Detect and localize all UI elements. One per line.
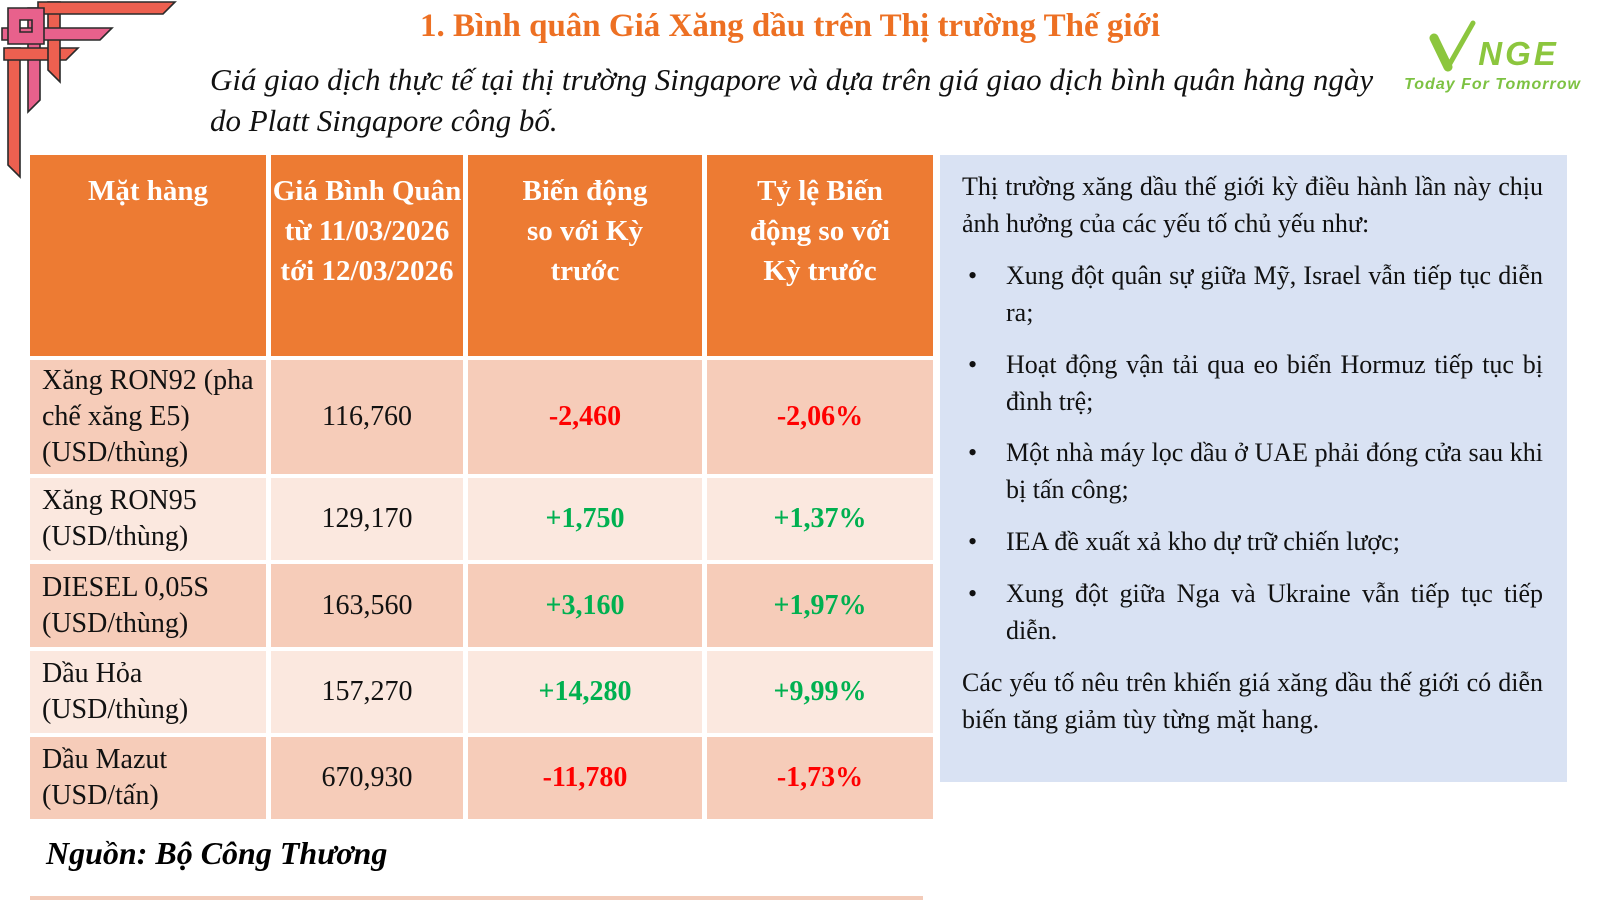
bullet-text: IEA đề xuất xả kho dự trữ chiến lược;: [1006, 527, 1400, 557]
source-note: Nguồn: Bộ Công Thương: [46, 835, 388, 871]
change-cell: +3,160: [468, 564, 702, 647]
header-cell-change: Biến động so với Kỳ trước: [468, 155, 702, 356]
bullet-marker: •: [968, 260, 978, 290]
bullet-item: • Hoạt động vận tải qua eo biển Hormuz ti…: [962, 347, 1543, 421]
bullet-item: • Xung đột giữa Nga và Ukraine vẫn tiếp t…: [962, 576, 1543, 650]
corner-ornament-decoration: [1, 1, 177, 179]
bullet-item: • Một nhà máy lọc dầu ở UAE phải đóng cửa…: [962, 435, 1543, 509]
change-cell: +14,280: [468, 651, 702, 733]
item-cell: Dầu Hỏa (USD/thùng): [30, 651, 266, 733]
change-cell: -2,460: [468, 360, 702, 474]
analysis-panel: Thị trường xăng dầu thế giới kỳ điều hàn…: [940, 155, 1567, 782]
subtitle: Giá giao dịch thực tế tại thị trường Sin…: [210, 62, 1374, 138]
bullet-text: Xung đột quân sự giữa Mỹ, Israel vẫn tiế…: [1006, 260, 1543, 327]
header-cell-item: Mặt hàng: [30, 155, 266, 356]
bullet-marker: •: [968, 438, 978, 468]
item-cell: Xăng RON95 (USD/thùng): [30, 478, 266, 560]
item-cell: DIESEL 0,05S (USD/thùng): [30, 564, 266, 647]
bullet-item: • IEA đề xuất xả kho dự trữ chiến lược;: [962, 524, 1543, 561]
percent-cell: +1,97%: [707, 564, 933, 647]
header-cell-change-percent: Tỷ lệ Biến động so với Kỳ trước: [707, 155, 933, 356]
price-cell: 670,930: [271, 737, 463, 819]
logo-name: NGE: [1478, 35, 1559, 72]
price-cell: 163,560: [271, 564, 463, 647]
percent-cell: +1,37%: [707, 478, 933, 560]
vnge-logo: NGE Today For Tomorrow: [1395, 20, 1590, 94]
percent-cell: +9,99%: [707, 651, 933, 733]
logo-v-checkmark-icon: [1429, 20, 1476, 72]
bullet-marker: •: [968, 527, 978, 557]
price-cell: 129,170: [271, 478, 463, 560]
panel-bullets: • Xung đột quân sự giữa Mỹ, Israel vẫn ti…: [962, 258, 1543, 650]
bullet-text: Hoạt động vận tải qua eo biển Hormuz tiế…: [1006, 349, 1543, 416]
bullet-item: • Xung đột quân sự giữa Mỹ, Israel vẫn ti…: [962, 258, 1543, 332]
logo-tagline: Today For Tomorrow: [1404, 76, 1581, 93]
price-cell: 116,760: [271, 360, 463, 474]
percent-cell: -2,06%: [707, 360, 933, 474]
page-title: 1. Bình quân Giá Xăng dầu trên Thị trườn…: [419, 8, 1161, 44]
header-cell-average-price: Giá Bình Quân từ 11/03/2026 tới 12/03/20…: [271, 155, 463, 356]
panel-intro: Thị trường xăng dầu thế giới kỳ điều hàn…: [962, 172, 1543, 238]
change-cell: -11,780: [468, 737, 702, 819]
bullet-marker: •: [968, 579, 978, 609]
item-cell: Xăng RON92 (pha chế xăng E5) (USD/thùng): [30, 360, 266, 474]
item-cell: Dầu Mazut (USD/tấn): [30, 737, 266, 819]
panel-outro: Các yếu tố nêu trên khiến giá xăng dầu t…: [962, 667, 1543, 734]
bullet-marker: •: [968, 349, 978, 379]
price-cell: 157,270: [271, 651, 463, 733]
bullet-text: Một nhà máy lọc dầu ở UAE phải đóng cửa …: [1006, 438, 1543, 505]
bottom-strip: [30, 896, 923, 900]
change-cell: +1,750: [468, 478, 702, 560]
percent-cell: -1,73%: [707, 737, 933, 819]
price-table: Mặt hàng Giá Bình Quân từ 11/03/2026 tới…: [30, 155, 933, 819]
bullet-text: Xung đột giữa Nga và Ukraine vẫn tiếp tụ…: [1006, 579, 1543, 646]
